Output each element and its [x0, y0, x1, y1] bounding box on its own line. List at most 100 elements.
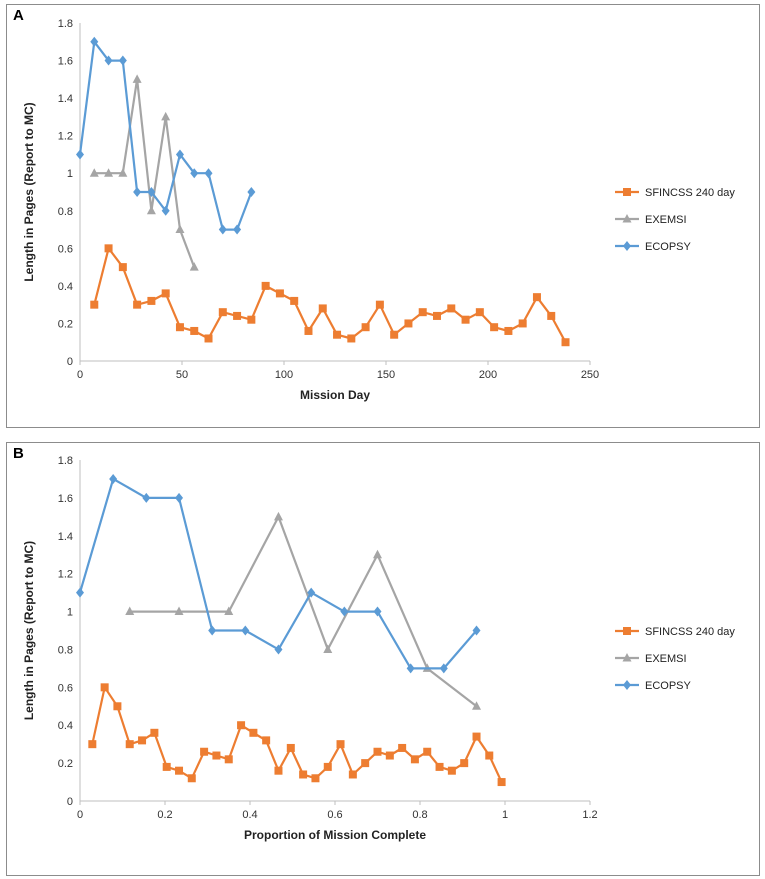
data-point: [323, 762, 332, 771]
data-point: [504, 326, 513, 335]
series-line: [78, 477, 478, 670]
data-point: [175, 323, 184, 332]
data-point: [561, 338, 570, 347]
data-point: [90, 300, 99, 309]
data-point: [104, 55, 113, 66]
data-point: [76, 587, 84, 598]
data-point: [208, 625, 217, 636]
x-tick-label: 0: [77, 369, 83, 381]
legend-marker: [623, 627, 631, 635]
y-tick-label: 1: [67, 607, 73, 619]
data-point: [142, 492, 151, 503]
data-point: [104, 168, 114, 177]
data-point: [398, 743, 407, 752]
x-tick-label: 0.8: [412, 809, 427, 821]
data-point: [373, 606, 382, 617]
data-point: [233, 311, 242, 320]
data-point: [361, 323, 370, 332]
data-point: [274, 766, 283, 775]
data-point: [175, 224, 185, 234]
data-point: [497, 778, 506, 787]
series-line: [129, 515, 478, 708]
data-point: [472, 701, 482, 710]
chart-b: 0 0.2 0.4 0.6 0.8 1 1.2 1.4 1.6 1.8 0 0.2 0.4 0.6 0.8 1…: [22, 455, 735, 842]
data-point: [200, 747, 209, 756]
legend: SFINCSS 240 day EXEMSI ECOPSY: [615, 187, 735, 253]
data-point: [340, 606, 349, 617]
data-point: [261, 281, 270, 290]
series-line: [91, 686, 503, 783]
y-tick-label: 1: [67, 168, 73, 180]
series-line: [78, 40, 253, 231]
data-point: [404, 319, 413, 328]
data-point: [109, 473, 118, 484]
data-point: [189, 262, 199, 271]
data-point: [348, 770, 357, 779]
data-point: [104, 244, 113, 253]
y-tick-label: 0.6: [58, 243, 73, 255]
data-point: [90, 36, 99, 47]
data-point: [118, 55, 127, 66]
y-tick-label: 1.2: [58, 131, 73, 143]
y-tick-label: 0.8: [58, 644, 73, 656]
legend-marker: [623, 188, 631, 196]
data-point: [275, 289, 284, 298]
data-point: [161, 205, 170, 216]
data-point: [146, 205, 156, 215]
data-point: [187, 774, 196, 783]
legend-label: EXEMSI: [645, 214, 687, 226]
data-point: [475, 308, 484, 317]
data-point: [218, 224, 227, 235]
legend-marker: [623, 241, 631, 251]
data-point: [175, 149, 184, 160]
legend-label: SFINCSS 240 day: [645, 626, 735, 638]
data-point: [147, 296, 156, 305]
data-point: [273, 511, 283, 521]
legend-label: ECOPSY: [645, 680, 692, 692]
data-point: [323, 644, 333, 653]
y-tick-label: 0.6: [58, 682, 73, 694]
data-point: [547, 311, 556, 320]
data-point: [461, 315, 470, 324]
x-tick-label: 0.2: [157, 809, 172, 821]
data-point: [447, 304, 456, 313]
data-point: [125, 740, 134, 749]
data-point: [490, 323, 499, 332]
x-tick-label: 150: [377, 369, 395, 381]
y-tick-label: 0.2: [58, 318, 73, 330]
data-point: [118, 263, 127, 272]
data-point: [175, 766, 184, 775]
y-tick-label: 1.2: [58, 569, 73, 581]
y-axis-title: Length in Pages (Report to MC): [22, 102, 36, 281]
data-point: [472, 625, 481, 636]
data-point: [418, 308, 427, 317]
x-tick-label: 100: [275, 369, 293, 381]
data-point: [262, 736, 271, 745]
data-point: [125, 606, 135, 616]
chart-a: 0 0.2 0.4 0.6 0.8 1 1.2 1.4 1.6 1.8 0 50 100 150 200 25…: [22, 18, 735, 402]
data-point: [247, 315, 256, 324]
data-point: [224, 755, 233, 764]
series-line: [93, 247, 567, 343]
data-point: [89, 168, 99, 177]
data-point: [347, 334, 356, 343]
data-point: [333, 330, 342, 339]
data-point: [274, 644, 283, 655]
x-tick-label: 0.6: [327, 809, 342, 821]
data-point: [472, 732, 481, 741]
y-tick-label: 0: [67, 796, 73, 808]
y-tick-label: 1.4: [58, 93, 73, 105]
data-point: [150, 728, 159, 737]
data-point: [336, 740, 345, 749]
legend-label: ECOPSY: [645, 241, 692, 253]
panel-a: A 0 0.2 0.4 0.6 0.8 1 1.2 1.4 1.6 1.8 0 50 100 150 200…: [6, 4, 760, 428]
data-point: [447, 766, 456, 775]
y-tick-label: 0.2: [58, 758, 73, 770]
panel-label: A: [13, 7, 24, 24]
data-point: [304, 326, 313, 335]
data-point: [375, 300, 384, 309]
data-point: [373, 549, 382, 559]
legend-label: EXEMSI: [645, 653, 687, 665]
data-point: [224, 606, 234, 616]
legend-marker: [622, 653, 632, 662]
